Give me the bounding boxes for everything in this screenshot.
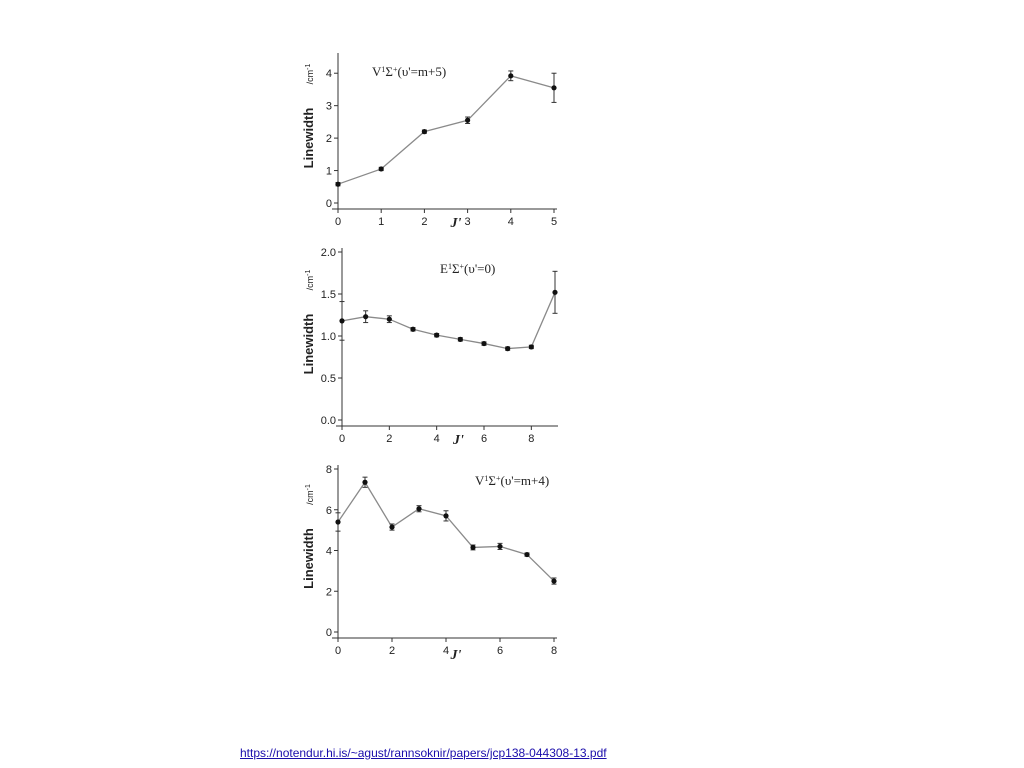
chart1-ytick-label: 2 <box>326 133 332 145</box>
chart2-x-axis-label: J' <box>452 433 464 448</box>
chart1-xtick-label: 0 <box>335 216 341 228</box>
chart1-xtick-label: 1 <box>378 216 384 228</box>
chart3-data-point <box>497 543 503 550</box>
chart3-xtick-label: 4 <box>443 645 449 657</box>
chart2-data-point <box>505 346 511 352</box>
chart1-annotation: V1Σ+(υ'=m+5) <box>372 64 446 79</box>
chart3-ytick-label: 8 <box>326 464 332 476</box>
chart1-xtick-label: 4 <box>508 216 514 228</box>
chart1-y-axis-unit: /cm-1 <box>305 64 315 85</box>
chart1-x-axis-label: J' <box>450 216 462 231</box>
chart2-y-axis-label: Linewidth <box>301 314 316 375</box>
chart3-data-point <box>389 524 395 530</box>
chart3-data-point <box>551 578 557 584</box>
chart2-ytick-label: 0.5 <box>321 373 336 385</box>
chart3-annotation: V1Σ+(υ'=m+4) <box>475 473 549 488</box>
chart3-xtick-label: 0 <box>335 645 341 657</box>
chart2-data-point <box>386 316 392 322</box>
chart2-data-point <box>481 340 487 347</box>
chart1-data-point <box>465 117 471 123</box>
chart2-data-point <box>363 314 369 320</box>
chart3-ytick-label: 0 <box>326 627 332 639</box>
chart3-data-point <box>416 506 422 512</box>
chart3-xtick-label: 2 <box>389 645 395 657</box>
chart3-y-axis-unit: /cm-1 <box>305 484 315 505</box>
chart1-ytick-label: 1 <box>326 166 332 178</box>
chart3-x-axis-label: J' <box>450 648 462 663</box>
chart2-xtick-label: 8 <box>528 433 534 445</box>
chart3-data-point <box>470 544 476 551</box>
chart2-data-point <box>339 318 345 324</box>
chart2-data-point <box>410 326 416 332</box>
chart1-y-axis-label: Linewidth <box>301 108 316 169</box>
chart2-xtick-label: 0 <box>339 433 345 445</box>
chart3-xtick-label: 6 <box>497 645 503 657</box>
chart1-xtick-label: 5 <box>551 216 557 228</box>
chart3-data-point <box>335 519 341 525</box>
chart2-series-line <box>341 292 556 350</box>
chart1-data-point <box>335 181 341 187</box>
chart1-data-point <box>378 166 384 172</box>
chart3-xtick-label: 8 <box>551 645 557 657</box>
chart3-ytick-label: 4 <box>326 546 332 558</box>
chart3-ytick-label: 6 <box>326 505 332 517</box>
chart3-data-point <box>362 479 368 485</box>
chart1-ytick-label: 4 <box>326 68 332 80</box>
chart2-ytick-label: 1.0 <box>321 331 336 343</box>
chart3-series-line <box>337 481 555 582</box>
source-link[interactable]: https://notendur.hi.is/~agust/rannsoknir… <box>240 746 607 760</box>
chart1-data-point <box>551 85 557 91</box>
chart2-xtick-label: 6 <box>481 433 487 445</box>
chart2-xtick-label: 4 <box>434 433 440 445</box>
chart3-data-point <box>443 513 449 519</box>
chart3-y-axis-label: Linewidth <box>301 528 316 589</box>
chart2-annotation: E1Σ+(υ'=0) <box>440 261 495 276</box>
chart2-data-point <box>434 332 440 338</box>
chart3-data-point <box>524 551 530 558</box>
chart1-data-point <box>421 129 427 135</box>
chart2-xtick-label: 2 <box>386 433 392 445</box>
chart1-ytick-label: 3 <box>326 101 332 113</box>
chart2-data-point <box>552 289 558 295</box>
chart2-y-axis-unit: /cm-1 <box>305 270 315 291</box>
chart2-data-point <box>528 344 534 350</box>
chart2-data-point <box>457 336 463 342</box>
linewidth-charts: 0 1 2 3 4 0 1 2 3 4 5 J' Linewidth/cm-1 V1Σ+(υ'=m+5) 0… <box>301 53 558 663</box>
chart1-series-line <box>337 75 555 185</box>
figure-panel: 0 1 2 3 4 0 1 2 3 4 5 J' Linewidth/cm-1 V1Σ+(υ'=m+5) 0… <box>300 45 565 665</box>
chart2-ytick-label: 1.5 <box>321 289 336 301</box>
chart1-xtick-label: 3 <box>465 216 471 228</box>
chart1-xtick-label: 2 <box>421 216 427 228</box>
chart2-ytick-label: 0.0 <box>321 415 336 427</box>
chart2-ytick-label: 2.0 <box>321 247 336 259</box>
chart1-ytick-label: 0 <box>326 198 332 210</box>
chart3-ytick-label: 2 <box>326 586 332 598</box>
chart1-data-point <box>508 73 514 79</box>
